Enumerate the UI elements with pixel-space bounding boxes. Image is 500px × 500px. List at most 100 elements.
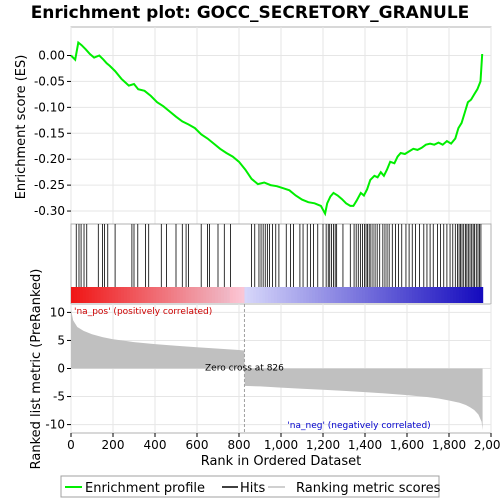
- colorbar-segment: [106, 287, 110, 303]
- colorbar-segment: [367, 287, 372, 303]
- colorbar-segment: [247, 287, 251, 303]
- colorbar-segment: [479, 287, 484, 303]
- colorbar-segment: [253, 287, 257, 303]
- es-tick-label: -0.20: [34, 152, 65, 166]
- colorbar-segment: [285, 287, 290, 303]
- colorbar-segment: [470, 287, 475, 303]
- x-tick-label: 1,600: [390, 438, 424, 452]
- colorbar-segment: [459, 287, 463, 303]
- colorbar-segment: [397, 287, 401, 303]
- es-ylabel: Enrichment score (ES): [14, 55, 29, 200]
- colorbar-segment: [259, 287, 263, 303]
- colorbar-segment: [423, 287, 428, 303]
- colorbar-segment: [226, 287, 231, 303]
- colorbar-segment: [188, 287, 193, 303]
- colorbar-segment: [185, 287, 190, 303]
- colorbar-segment: [400, 287, 404, 303]
- x-tick-label: 1,000: [264, 438, 298, 452]
- colorbar-segment: [362, 287, 366, 303]
- rank-colorbar: [71, 287, 484, 303]
- colorbar-segment: [438, 287, 443, 303]
- colorbar-segment: [82, 287, 87, 303]
- colorbar-segment: [432, 287, 437, 303]
- metric-ylabel: Ranked list metric (PreRanked): [29, 269, 44, 470]
- colorbar-segment: [335, 287, 340, 303]
- metric-tick-label: 0: [57, 362, 65, 376]
- colorbar-segment: [176, 287, 181, 303]
- colorbar-segment: [406, 287, 410, 303]
- colorbar-segment: [347, 287, 351, 303]
- hit-markers: [75, 224, 482, 287]
- colorbar-segment: [332, 287, 337, 303]
- x-tick-label: 400: [144, 438, 167, 452]
- x-tick-label: 0: [67, 438, 75, 452]
- colorbar-segment: [215, 287, 219, 303]
- colorbar-segment: [250, 287, 254, 303]
- colorbar-segment: [447, 287, 451, 303]
- x-axis-ticks: 0 200 400 600 800 1,000 1,200 1,400 1,600 1,800 2,…: [67, 433, 500, 452]
- colorbar-segment: [273, 287, 278, 303]
- zero-cross-label: Zero cross at 826: [205, 364, 284, 374]
- colorbar-segment: [170, 287, 175, 303]
- colorbar-segment: [338, 287, 343, 303]
- colorbar-segment: [144, 287, 149, 303]
- colorbar-segment: [300, 287, 304, 303]
- colorbar-segment: [229, 287, 234, 303]
- colorbar-segment: [376, 287, 381, 303]
- colorbar-segment: [141, 287, 146, 303]
- colorbar-segment: [420, 287, 425, 303]
- colorbar-segment: [76, 287, 81, 303]
- colorbar-segment: [203, 287, 207, 303]
- colorbar-segment: [370, 287, 375, 303]
- colorbar-segment: [429, 287, 434, 303]
- colorbar-segment: [379, 287, 384, 303]
- colorbar-segment: [206, 287, 210, 303]
- colorbar-segment: [417, 287, 422, 303]
- colorbar-segment: [464, 287, 469, 303]
- colorbar-segment: [403, 287, 407, 303]
- colorbar-segment: [85, 287, 90, 303]
- colorbar-segment: [191, 287, 196, 303]
- colorbar-segment: [212, 287, 216, 303]
- ranking-metric-area: [71, 309, 483, 431]
- colorbar-segment: [385, 287, 390, 303]
- colorbar-segment: [270, 287, 275, 303]
- colorbar-segment: [353, 287, 357, 303]
- colorbar-segment: [220, 287, 225, 303]
- colorbar-segment: [129, 287, 134, 303]
- legend: Enrichment profile Hits Ranking metric s…: [60, 475, 441, 498]
- x-tick-label: 1,400: [348, 438, 382, 452]
- colorbar-segment: [120, 287, 125, 303]
- es-tick-label: -0.25: [34, 178, 65, 192]
- colorbar-segment: [394, 287, 398, 303]
- legend-label-hits: Hits: [240, 481, 265, 496]
- colorbar-segment: [317, 287, 322, 303]
- colorbar-segment: [135, 287, 140, 303]
- colorbar-segment: [194, 287, 199, 303]
- colorbar-segment: [173, 287, 178, 303]
- colorbar-segment: [241, 287, 246, 303]
- colorbar-segment: [126, 287, 131, 303]
- colorbar-segment: [326, 287, 331, 303]
- colorbar-segment: [441, 287, 445, 303]
- x-tick-label: 600: [186, 438, 209, 452]
- colorbar-segment: [156, 287, 160, 303]
- colorbar-segment: [329, 287, 334, 303]
- colorbar-segment: [118, 287, 122, 303]
- es-tick-label: 0.00: [38, 49, 65, 63]
- colorbar-segment: [297, 287, 301, 303]
- colorbar-segment: [138, 287, 143, 303]
- x-tick-label: 200: [102, 438, 125, 452]
- colorbar-segment: [150, 287, 154, 303]
- colorbar-segment: [315, 287, 319, 303]
- x-tick-label: 1,800: [432, 438, 466, 452]
- colorbar-segment: [162, 287, 166, 303]
- chart-title: Enrichment plot: GOCC_SECRETORY_GRANULE: [31, 3, 470, 23]
- x-axis-label: Rank in Ordered Dataset: [201, 454, 362, 469]
- colorbar-segment: [435, 287, 440, 303]
- colorbar-segment: [218, 287, 222, 303]
- colorbar-segment: [197, 287, 201, 303]
- colorbar-segment: [115, 287, 119, 303]
- colorbar-segment: [412, 287, 416, 303]
